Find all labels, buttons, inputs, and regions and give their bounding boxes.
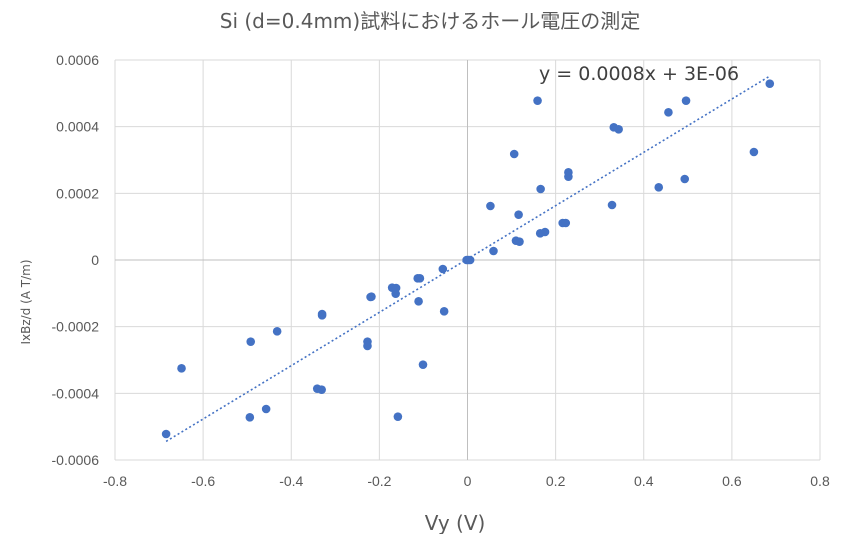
data-point	[607, 200, 617, 210]
data-point	[535, 229, 545, 238]
data-point	[317, 311, 327, 320]
data-point	[614, 125, 623, 134]
data-point	[439, 307, 449, 316]
x-tick-label: 0.2	[546, 473, 566, 489]
data-point	[561, 218, 571, 228]
tick-labels: -0.8 -0.6 -0.4 -0.2 0 0.2 0.4 0.6 0.8 0.0006 0.000…	[52, 52, 830, 489]
data-point	[363, 341, 372, 351]
data-point	[415, 274, 425, 283]
data-point	[509, 149, 519, 159]
chart-title: Si (d=0.4mm)試料におけるホール電圧の測定	[220, 9, 640, 33]
data-point	[317, 385, 326, 394]
data-point	[246, 337, 256, 346]
x-tick-label: -0.2	[367, 473, 391, 489]
data-point	[536, 184, 545, 194]
y-tick-label: -0.0006	[52, 452, 100, 468]
data-point	[765, 79, 775, 88]
data-point	[414, 297, 423, 306]
data-point	[515, 237, 524, 246]
x-tick-label: 0.6	[722, 473, 742, 489]
x-tick-label: -0.6	[191, 473, 215, 489]
x-tick-label: 0.8	[810, 473, 830, 489]
data-point	[245, 413, 255, 422]
y-tick-label: 0.0004	[56, 119, 99, 135]
data-point	[438, 264, 448, 274]
y-tick-label: 0	[91, 252, 99, 268]
y-tick-label: -0.0002	[52, 319, 100, 335]
data-point	[664, 108, 673, 117]
y-tick-label: 0.0006	[56, 52, 99, 68]
data-point	[391, 289, 400, 298]
data-point	[680, 174, 690, 184]
data-point	[366, 292, 375, 302]
data-point	[514, 210, 523, 219]
data-point	[161, 429, 171, 439]
x-tick-label: 0	[464, 473, 472, 489]
data-point	[564, 172, 573, 181]
data-point	[393, 412, 403, 421]
data-point	[489, 246, 498, 256]
data-point	[177, 364, 186, 373]
data-point	[464, 255, 473, 265]
trendline-equation: y = 0.0008x + 3E-06	[539, 63, 739, 85]
y-tick-label: 0.0002	[56, 185, 99, 201]
data-point	[418, 360, 428, 369]
data-points	[161, 79, 775, 439]
y-tick-label: -0.0004	[52, 385, 100, 401]
y-axis-label: IxBz/d (A T/m)	[19, 259, 33, 344]
data-point	[681, 96, 691, 105]
data-point	[749, 147, 759, 157]
data-point	[533, 96, 542, 105]
x-tick-label: 0.4	[634, 473, 654, 489]
x-tick-label: -0.4	[279, 473, 303, 489]
data-point	[486, 201, 495, 211]
data-point	[272, 327, 282, 336]
data-point	[261, 404, 271, 414]
data-point	[654, 183, 664, 192]
x-tick-label: -0.8	[103, 473, 127, 489]
x-axis-label: Vy (V)	[425, 511, 486, 534]
